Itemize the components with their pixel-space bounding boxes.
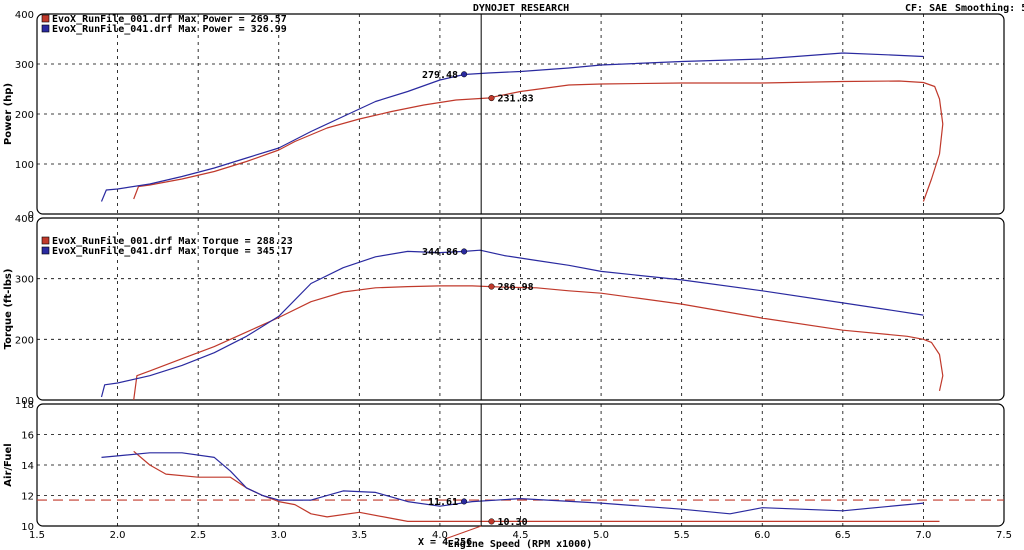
panel-2: 100 200 300 400 Torque (ft-lbs) 344.86 286.98 E… [3,214,1005,407]
x-tick-label: 6.0 [754,530,770,541]
cursor-readout: X = 4.256 [418,537,472,548]
marker-value-label: 286.98 [497,282,533,293]
x-tick-label: 3.0 [271,530,287,541]
y-axis-label: Power (hp) [3,83,14,145]
x-tick-label: 5.0 [593,530,609,541]
cursor-marker [488,518,495,525]
x-tick-label: 4.5 [513,530,529,541]
legend-entry: EvoX_RunFile_041.drf Max Power = 326.99 [52,23,287,35]
x-axis-label: Engine Speed (RPM x1000) [448,538,593,550]
y-tick-label: 200 [15,110,34,121]
y-tick-label: 400 [15,214,34,225]
legend-entry: EvoX_RunFile_001.drf Max Power = 269.57 [52,13,287,25]
y-tick-label: 400 [15,10,34,21]
marker-value-label: 279.48 [422,70,458,81]
x-tick-label: 6.5 [835,530,851,541]
x-axis: 1.5 2.0 2.5 3.0 3.5 4.0 4.5 5.0 5.5 6.0 6.5 7.0 7.5 [29,525,1012,541]
y-tick-label: 16 [21,431,34,442]
x-tick-label: 5.5 [674,530,690,541]
y-tick-label: 100 [15,160,34,171]
y-tick-label: 100 [15,396,34,407]
legend-entry: EvoX_RunFile_001.drf Max Torque = 288.23 [52,235,293,247]
cursor-marker [461,71,468,78]
cf-label: CF: SAE [905,3,947,14]
legend-entry: EvoX_RunFile_041.drf Max Torque = 345.17 [52,245,293,257]
smoothing-label: Smoothing: 5 [955,2,1024,14]
series-line-2 [100,52,924,202]
legend-swatch [41,14,50,23]
legend-swatch [41,246,50,255]
legend-swatch [41,24,50,33]
series-line-2 [101,452,924,515]
cursor-marker [461,498,468,505]
panel-3: 10 12 14 16 18 Air/Fuel 11.61 10.30 [3,400,1005,533]
y-tick-label: 300 [15,275,34,286]
x-tick-label: 2.5 [190,530,206,541]
marker-value-label: 344.86 [422,247,458,258]
x-tick-label: 4.0 [432,530,448,541]
marker-value-label: 10.30 [497,517,527,528]
series-line-2 [100,249,924,398]
y-axis-label: Air/Fuel [3,443,14,486]
series-line-1 [133,80,944,202]
y-tick-label: 18 [21,400,34,411]
x-tick-label: 7.5 [996,530,1012,541]
cursor-pointer [444,525,482,540]
chart-title: DYNOJET RESEARCH [473,3,569,14]
x-tick-label: 7.0 [915,530,931,541]
legend-swatch [41,236,50,245]
series-line-1 [133,285,944,401]
panel-1: 0 100 200 300 400 Power (hp) 279.48 231.83 EvoX_… [3,10,1005,221]
y-axis-label: Torque (ft-lbs) [3,269,14,350]
y-tick-label: 300 [15,60,34,71]
y-tick-label: 0 [28,210,34,221]
x-tick-label: 1.5 [29,530,45,541]
marker-value-label: 231.83 [497,94,533,105]
y-tick-label: 200 [15,335,34,346]
x-tick-label: 3.5 [351,530,367,541]
y-tick-label: 14 [21,461,34,472]
y-tick-label: 10 [21,522,34,533]
x-tick-label: 2.0 [110,530,126,541]
cursor-marker [488,95,495,102]
series-line-1 [133,450,940,523]
cursor-marker [461,248,468,255]
cursor-marker [488,283,495,290]
y-tick-label: 12 [21,492,34,503]
marker-value-label: 11.61 [428,497,458,508]
